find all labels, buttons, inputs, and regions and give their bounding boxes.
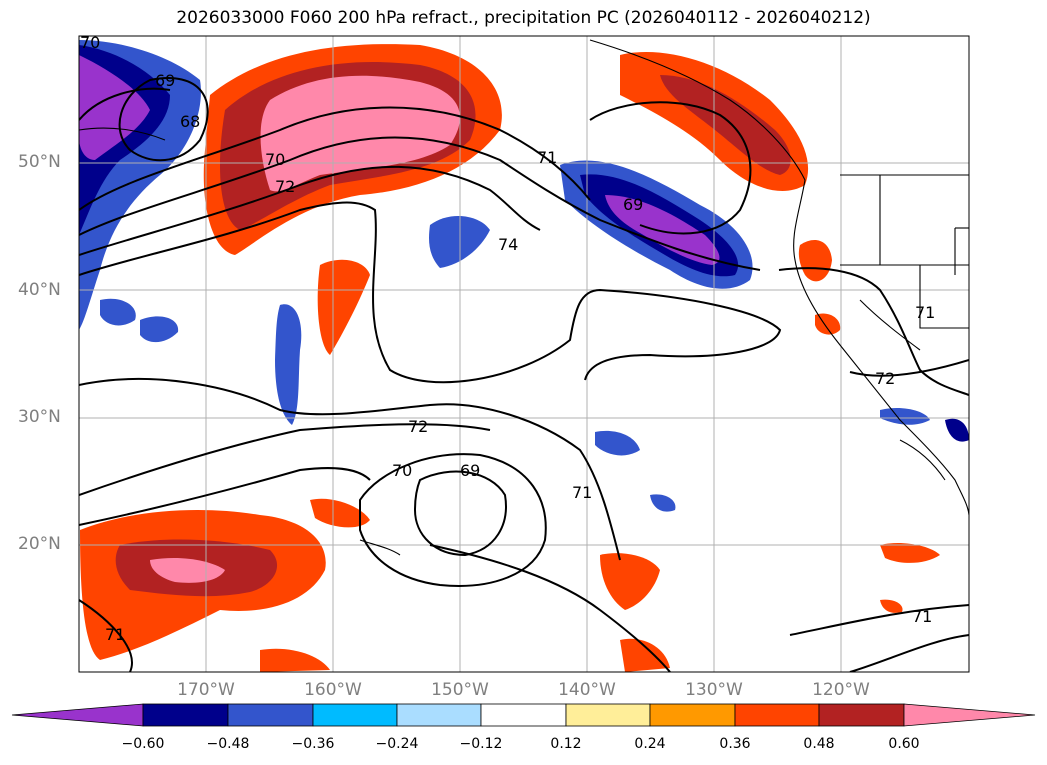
colorbar-swatch xyxy=(396,703,482,727)
colorbar-swatch xyxy=(227,703,314,727)
contour-label: 70 xyxy=(80,33,100,52)
contour-label: 71 xyxy=(912,607,932,626)
lat-label: 30°N xyxy=(18,407,61,427)
contour-label: 68 xyxy=(180,112,200,131)
lon-label: 140°W xyxy=(558,680,616,700)
colorbar-swatch xyxy=(734,703,820,727)
colorbar-swatch xyxy=(142,703,229,727)
colorbar-tick: 0.36 xyxy=(719,736,751,752)
contour-label: 72 xyxy=(408,417,428,436)
colorbar-tick: 0.48 xyxy=(803,736,835,752)
lat-label: 50°N xyxy=(18,152,61,172)
contour-label: 71 xyxy=(105,625,125,644)
precip-positive-south xyxy=(80,259,940,672)
colorbar-tick: −0.24 xyxy=(375,736,419,752)
colorbar-tick: −0.60 xyxy=(121,736,165,752)
precip-negative-west xyxy=(79,40,201,343)
colorbar-swatch xyxy=(312,703,398,727)
lat-label: 40°N xyxy=(18,280,61,300)
colorbar-tick: 0.12 xyxy=(550,736,582,752)
colorbar-tick: 0.24 xyxy=(634,736,666,752)
contour-label: 71 xyxy=(915,303,935,322)
precip-negative-central xyxy=(275,160,969,512)
map-frame xyxy=(78,35,970,673)
contour-label: 72 xyxy=(275,177,295,196)
lon-label: 130°W xyxy=(685,680,743,700)
map-title: 2026033000 F060 200 hPa refract., precip… xyxy=(176,8,871,28)
lon-label: 160°W xyxy=(304,680,362,700)
colorbar-extend-low xyxy=(11,703,144,727)
colorbar-swatch xyxy=(649,703,736,727)
lon-label: 170°W xyxy=(177,680,235,700)
contour-label: 69 xyxy=(155,71,175,90)
colorbar-tick: −0.12 xyxy=(459,736,503,752)
lon-label: 120°W xyxy=(812,680,870,700)
colorbar-swatch xyxy=(818,703,905,727)
contour-label: 72 xyxy=(875,369,895,388)
contour-label: 74 xyxy=(498,235,518,254)
contour-label: 71 xyxy=(572,483,592,502)
contour-label: 69 xyxy=(460,461,480,480)
precip-positive-northeast xyxy=(203,44,502,256)
lat-label: 20°N xyxy=(18,534,61,554)
colorbar-swatch xyxy=(565,703,651,727)
lon-label: 150°W xyxy=(431,680,489,700)
colorbar-swatch xyxy=(480,703,567,727)
colorbar xyxy=(11,703,1036,727)
contour-label: 70 xyxy=(265,150,285,169)
contour-label: 71 xyxy=(537,148,557,167)
refractivity-contours xyxy=(79,77,969,672)
contour-labels: 70 69 68 70 72 71 74 69 71 72 70 69 71 7… xyxy=(80,33,935,644)
colorbar-tick: 0.60 xyxy=(888,736,920,752)
coastline xyxy=(79,39,969,556)
contour-label: 69 xyxy=(623,195,643,214)
map-panel: 70 69 68 70 72 71 74 69 71 72 70 69 71 7… xyxy=(79,33,969,672)
contour-label: 70 xyxy=(392,461,412,480)
colorbar-extend-high xyxy=(903,703,1036,727)
graticule xyxy=(79,36,969,672)
colorbar-tick: −0.48 xyxy=(206,736,250,752)
colorbar-tick: −0.36 xyxy=(291,736,335,752)
